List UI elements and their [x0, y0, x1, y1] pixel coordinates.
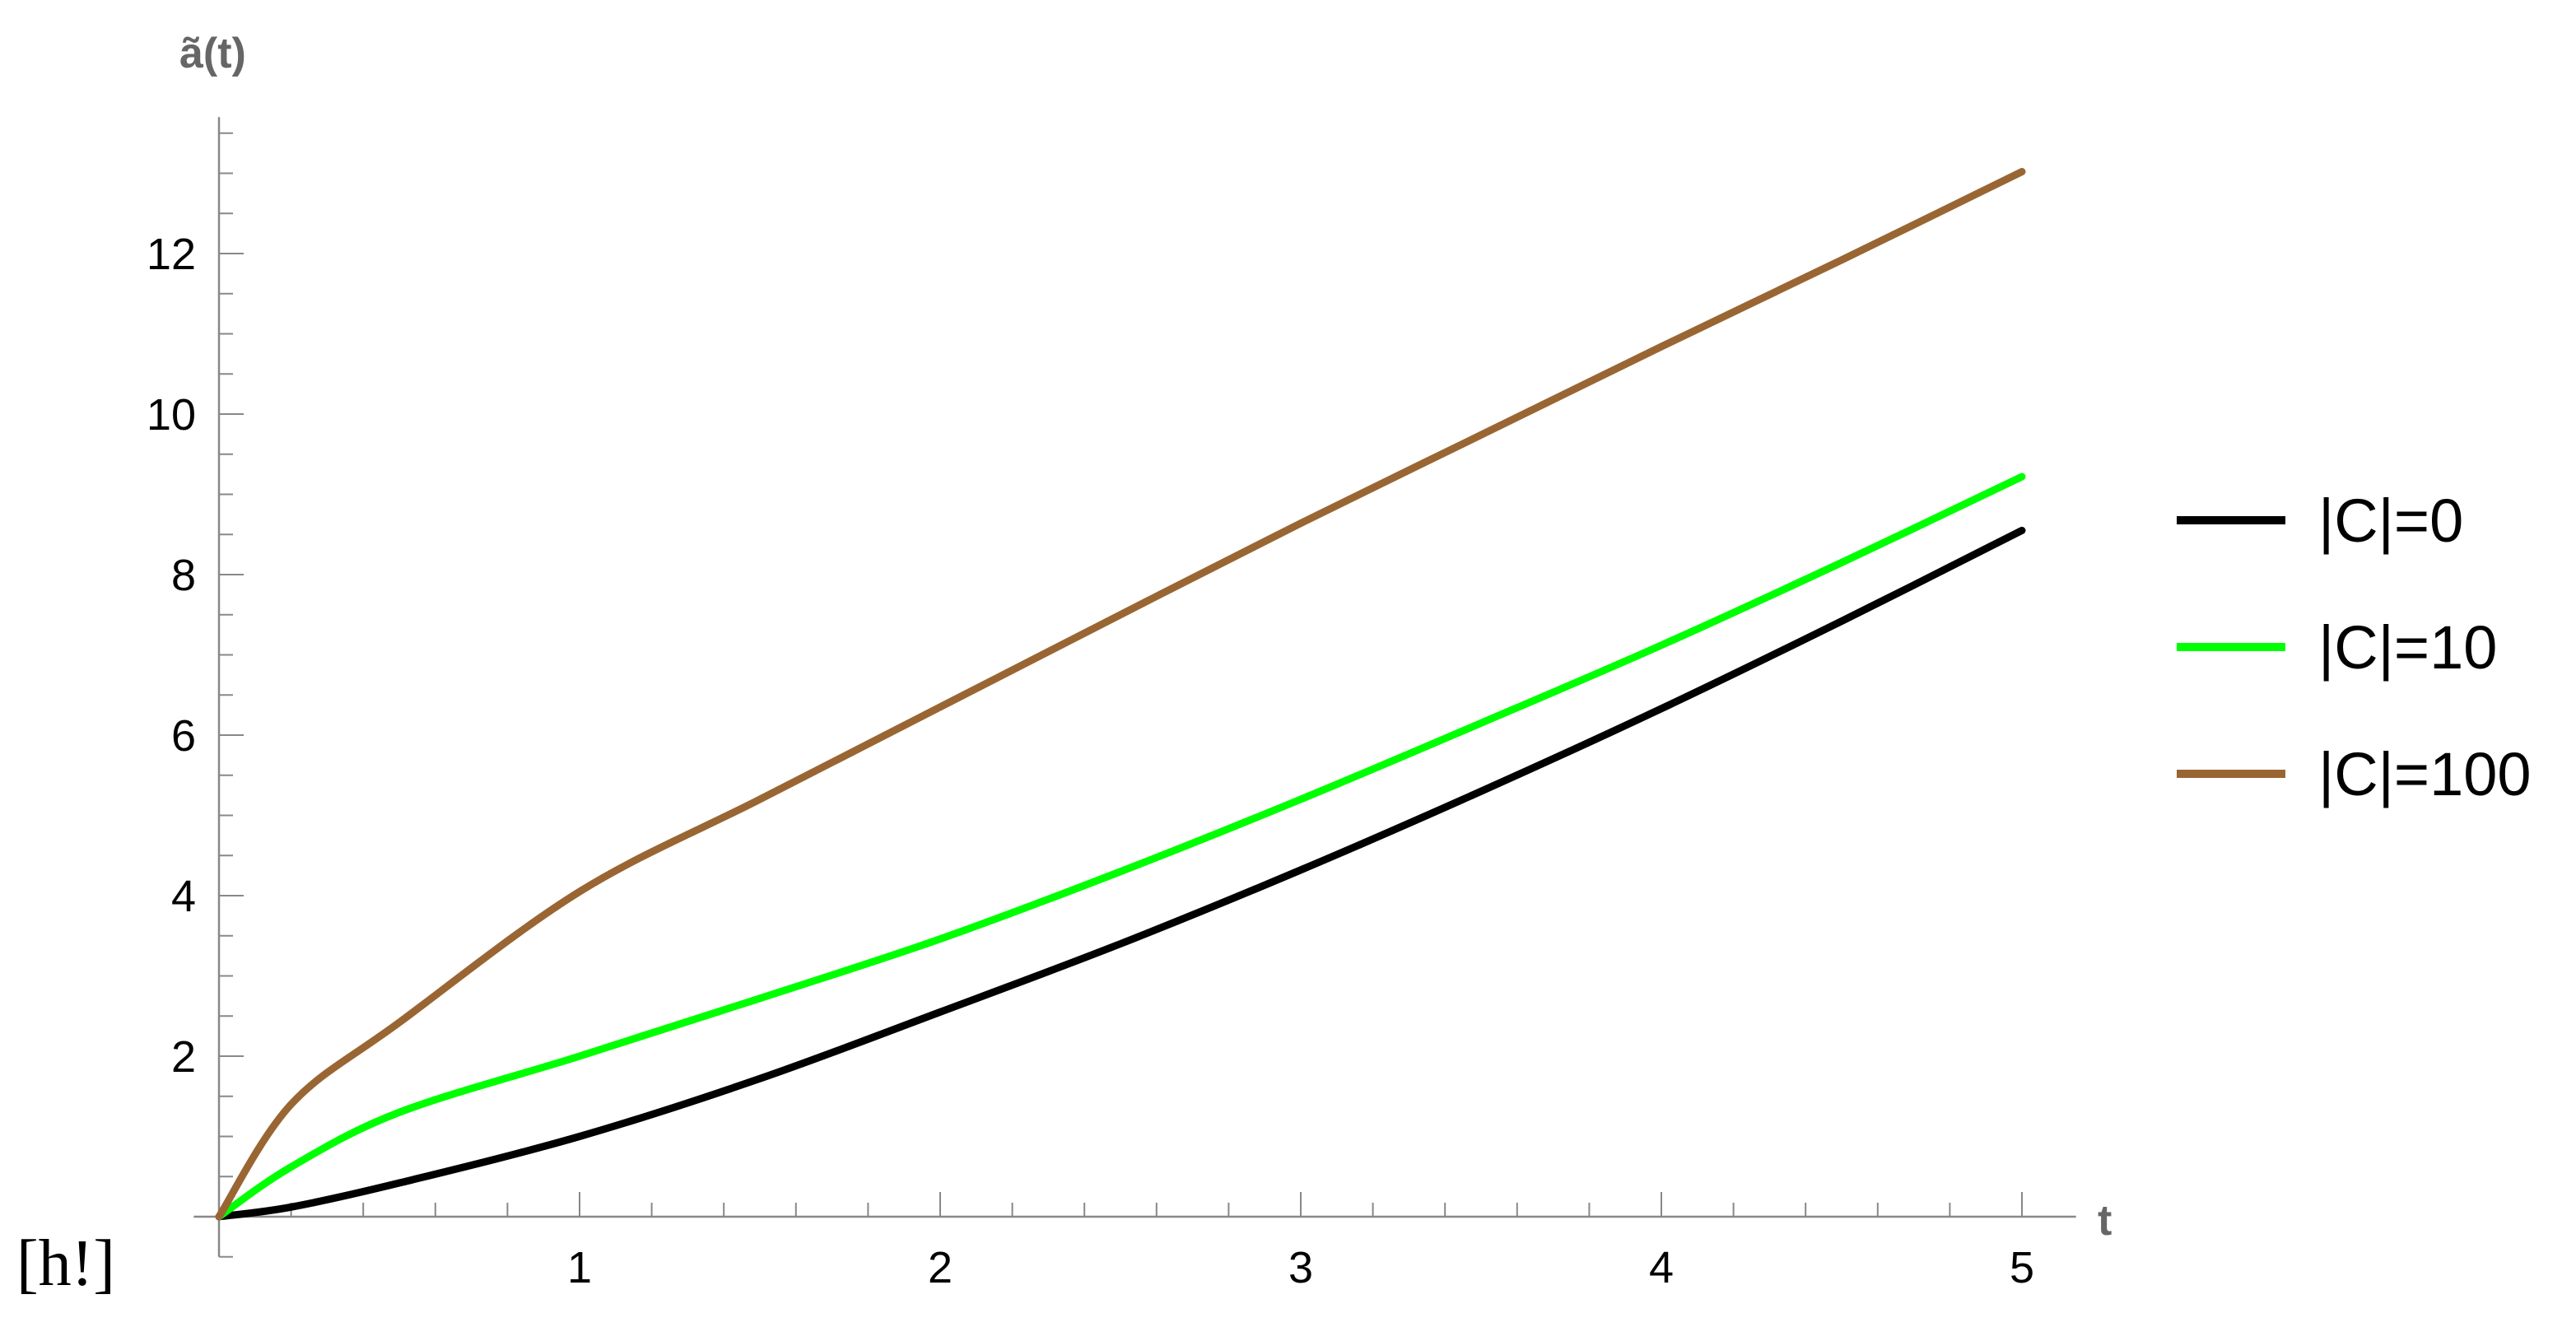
annotation-text: [h!]: [16, 1227, 115, 1300]
x-tick-label: 2: [928, 1243, 953, 1292]
series-line-c0: [215, 526, 2026, 1221]
y-tick-label: 12: [147, 230, 196, 279]
x-tick-label: 1: [567, 1243, 592, 1292]
legend: |C|=0 |C|=10 |C|=100: [2177, 487, 2532, 808]
series-line-c100: [215, 168, 2026, 1221]
legend-label: |C|=10: [2318, 613, 2497, 682]
x-tick-label: 4: [1649, 1243, 1674, 1292]
y-tick-label: 2: [171, 1032, 196, 1082]
legend-label: |C|=100: [2318, 740, 2532, 808]
y-tick-label: 4: [171, 872, 196, 921]
y-tick-label: 6: [171, 711, 196, 761]
y-axis-label: ã(t): [179, 30, 246, 77]
y-tick-label: 10: [147, 390, 196, 440]
series-group: [215, 168, 2026, 1221]
x-tick-label: 5: [2010, 1243, 2034, 1292]
legend-label: |C|=0: [2318, 487, 2463, 555]
x-tick-label: 3: [1288, 1243, 1313, 1292]
y-tick-label: 8: [171, 551, 196, 600]
series-line-c10: [215, 473, 2026, 1221]
x-axis-label: t: [2098, 1197, 2112, 1245]
